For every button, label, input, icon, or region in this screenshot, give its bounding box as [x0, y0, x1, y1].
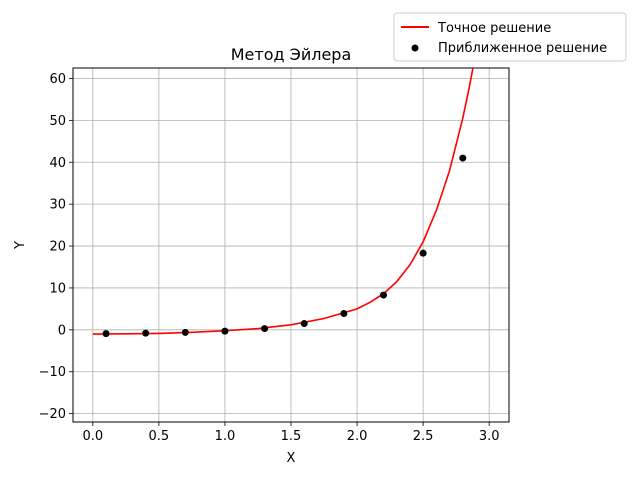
x-axis-label: X: [287, 451, 296, 466]
y-axis-ticks: −20 −10 0 10 20 30 40 50 60: [39, 72, 73, 422]
data-layer: [92, 68, 474, 338]
x-tick-label: 0.5: [149, 429, 170, 444]
y-tick-label: −20: [39, 407, 66, 422]
y-tick-label: −10: [39, 365, 66, 380]
x-tick-label: 3.0: [479, 429, 500, 444]
y-tick-label: 20: [49, 240, 66, 255]
approx-solution-point: [221, 327, 229, 335]
legend-entry-approx: Приближенное решение: [438, 41, 607, 56]
approx-solution-point: [300, 320, 308, 328]
approx-solution-point: [459, 154, 467, 162]
x-tick-label: 1.5: [281, 429, 302, 444]
x-tick-label: 0.0: [82, 429, 103, 444]
y-tick-label: 30: [49, 198, 66, 213]
legend-box: [393, 12, 627, 62]
x-tick-label: 1.0: [215, 429, 236, 444]
x-tick-label: 2.5: [413, 429, 434, 444]
approx-solution-point: [379, 291, 387, 299]
legend: Точное решение Приближенное решение: [393, 12, 627, 62]
approx-solution-point: [419, 249, 427, 257]
approx-solution-point: [261, 325, 269, 333]
approx-solution-point: [181, 328, 189, 336]
y-tick-label: 60: [49, 72, 66, 87]
chart-title: Метод Эйлера: [231, 45, 352, 64]
approx-solution-point: [340, 309, 348, 317]
legend-marker-swatch: [411, 44, 419, 52]
y-tick-label: 10: [49, 281, 66, 296]
legend-entry-exact: Точное решение: [437, 21, 551, 36]
x-tick-label: 2.0: [347, 429, 368, 444]
y-tick-label: 40: [49, 156, 66, 171]
grid: [73, 68, 509, 422]
exact-solution-line: [92, 68, 474, 335]
approx-solution-point: [102, 330, 110, 338]
y-tick-label: 0: [58, 323, 66, 338]
y-tick-label: 50: [49, 114, 66, 129]
x-axis-ticks: 0.0 0.5 1.0 1.5 2.0 2.5 3.0: [82, 422, 500, 444]
approx-solution-point: [142, 329, 150, 337]
y-axis-label: Y: [13, 241, 28, 250]
